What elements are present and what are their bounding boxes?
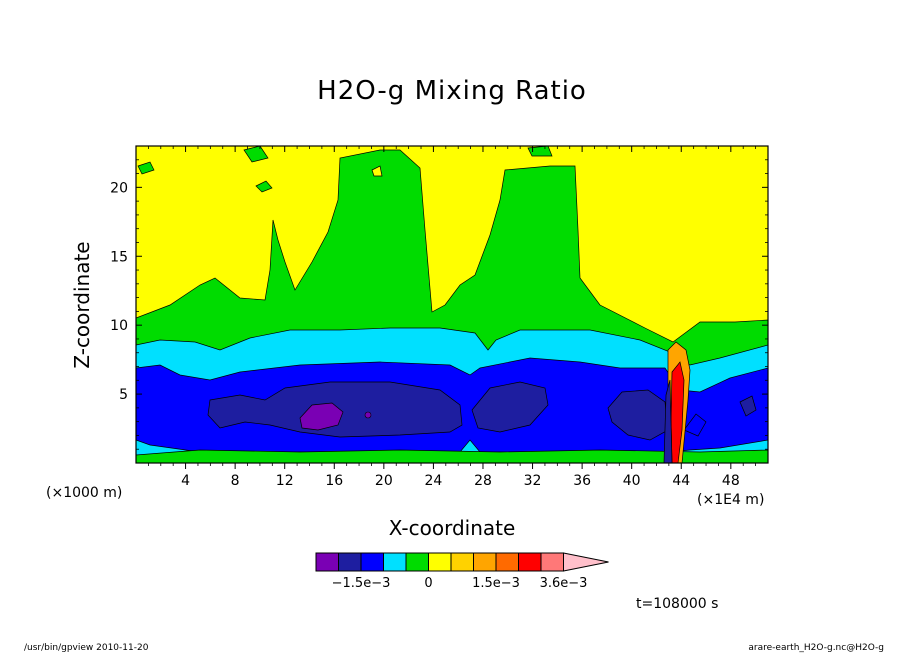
y-tick-label: 5 [119, 387, 128, 403]
x-unit-note: (×1000 m) [46, 485, 123, 501]
colorbar-swatch [540, 552, 564, 572]
colorbar-label: 3.6e−3 [540, 576, 588, 591]
green-blob-3 [255, 180, 273, 193]
y-ticks: 5 10 15 20 [110, 159, 768, 450]
x-tick-label: 24 [424, 473, 442, 489]
contour-field [136, 146, 768, 463]
y-tick-label: 20 [110, 180, 128, 196]
contour-green-bottom [136, 449, 768, 463]
green-blob-4 [527, 146, 553, 157]
plot-frame [135, 145, 769, 464]
x-tick-label: 12 [276, 473, 294, 489]
colorbar-swatch [360, 552, 384, 572]
chart-title: H2O-g Mixing Ratio [317, 76, 587, 106]
colorbar-swatch [428, 552, 452, 572]
colorbar-swatch [315, 552, 339, 572]
x-ticks: 4 8 12 16 20 24 28 32 36 40 44 48 [147, 146, 757, 489]
colorbar-swatch [383, 552, 407, 572]
time-label: t=108000 s [636, 596, 719, 612]
y-tick-label: 10 [110, 318, 128, 334]
footer-left: /usr/bin/gpview 2010-11-20 [24, 643, 149, 653]
y-tick-label: 15 [110, 249, 128, 265]
x-tick-label: 32 [524, 473, 542, 489]
colorbar-swatch [405, 552, 429, 572]
colorbar-label: 0 [424, 576, 432, 591]
x-scale-note: (×1E4 m) [697, 492, 765, 508]
x-tick-label: 16 [325, 473, 343, 489]
x-tick-label: 20 [375, 473, 393, 489]
colorbar-extend-arrow [563, 552, 609, 572]
x-tick-label: 44 [672, 473, 690, 489]
colorbar-swatch [338, 552, 362, 572]
colorbar-label: 1.5e−3 [472, 576, 520, 591]
contour-purple-dot [364, 411, 372, 419]
colorbar-label: −1.5e−3 [332, 576, 391, 591]
colorbar-swatch [495, 552, 519, 572]
colorbar-swatch [518, 552, 542, 572]
colorbar-swatch [450, 552, 474, 572]
x-tick-label: 40 [623, 473, 641, 489]
green-blob-2 [137, 161, 155, 175]
x-tick-label: 8 [231, 473, 240, 489]
colorbar-swatch [473, 552, 497, 572]
footer-right: arare-earth_H2O-g.nc@H2O-g [748, 643, 884, 653]
colorbar: −1.5e−3 0 1.5e−3 3.6e−3 [315, 552, 609, 591]
contour-blue-plume [683, 413, 707, 437]
x-tick-label: 36 [573, 473, 591, 489]
plume-dark [663, 379, 673, 463]
x-tick-label: 28 [474, 473, 492, 489]
contour-dark-blue-2 [471, 381, 549, 433]
contour-dark-blue-4 [739, 395, 757, 417]
x-axis-label: X-coordinate [388, 516, 516, 540]
contour-purple [299, 402, 344, 431]
x-tick-label: 4 [181, 473, 190, 489]
green-blob-1 [243, 146, 269, 163]
x-tick-label: 48 [722, 473, 740, 489]
yellow-hole [371, 165, 383, 177]
